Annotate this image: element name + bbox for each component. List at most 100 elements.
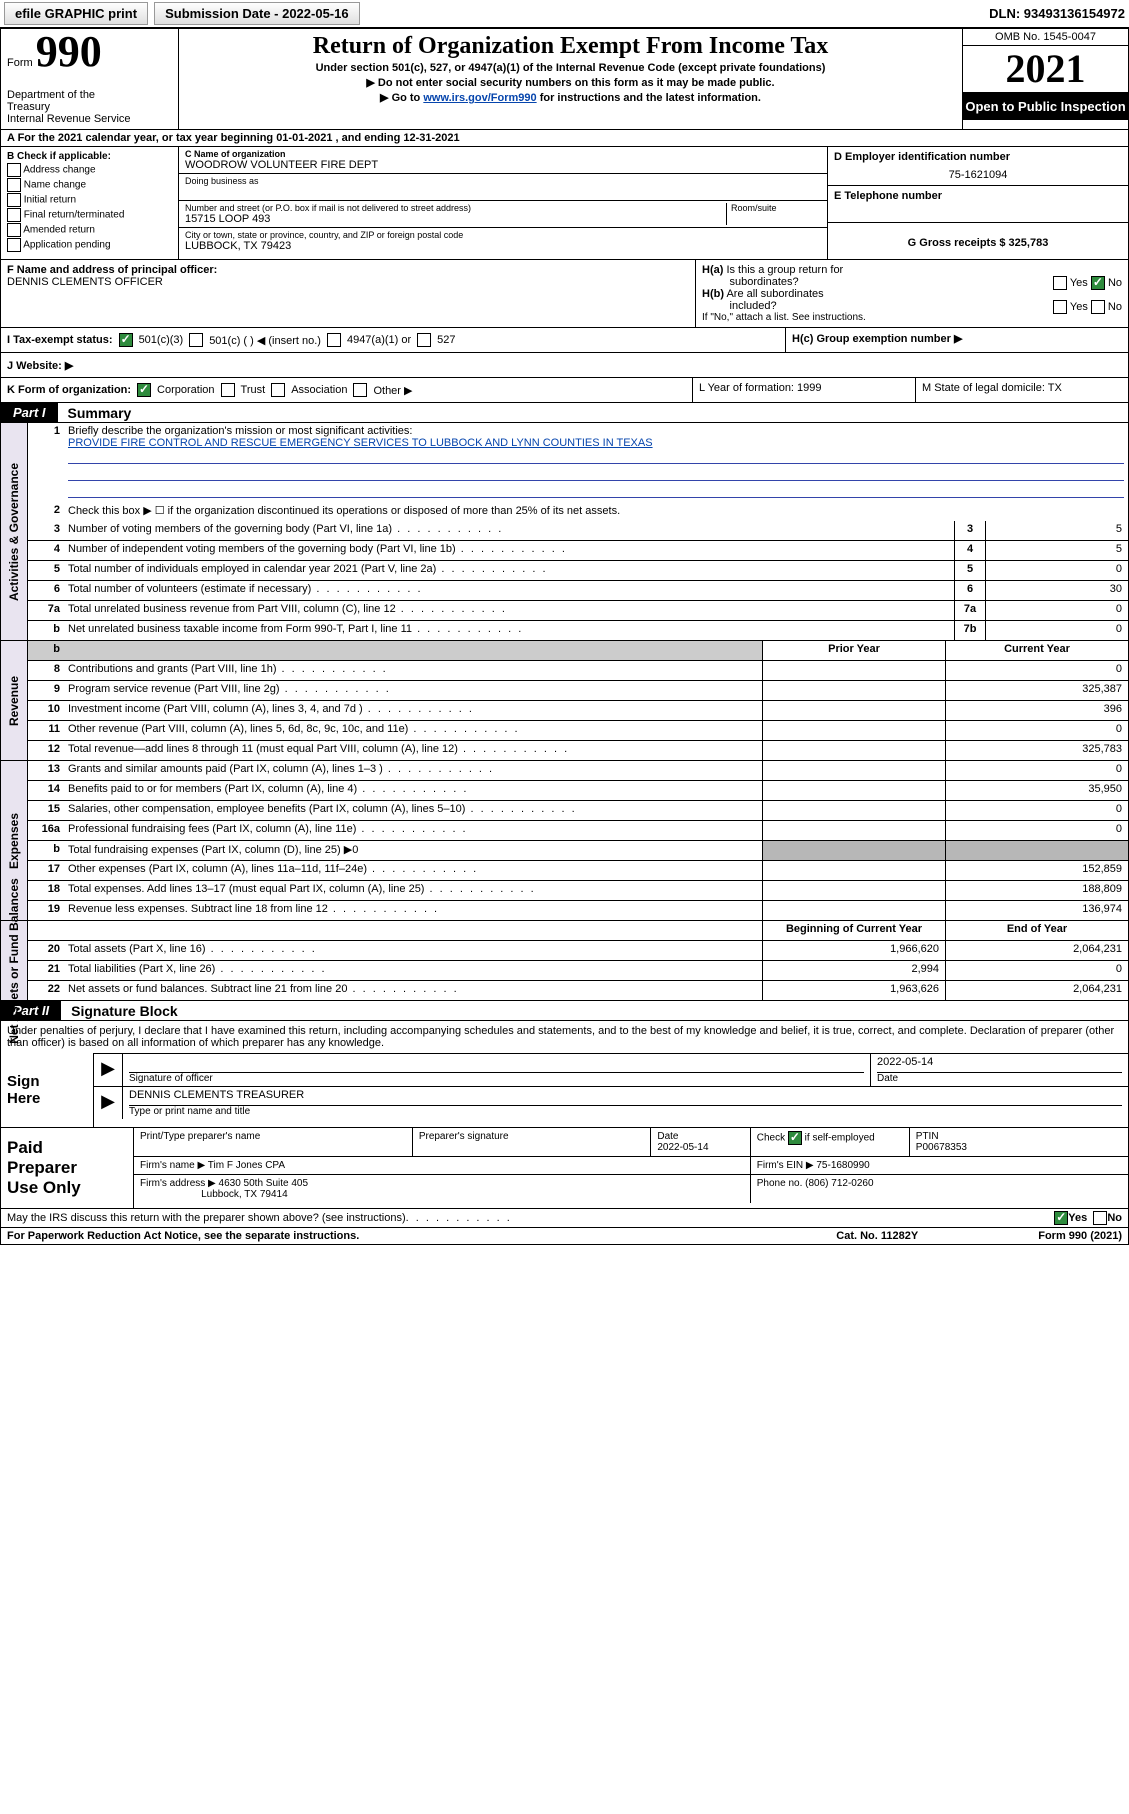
summary-line: 21Total liabilities (Part X, line 26)2,9… <box>28 961 1128 981</box>
check-pending[interactable] <box>7 238 21 252</box>
may-no-check[interactable] <box>1093 1211 1107 1225</box>
i-label: I Tax-exempt status: <box>7 334 113 346</box>
b-item-3: Final return/terminated <box>24 210 125 221</box>
k-opt-1: Trust <box>241 384 266 396</box>
may-discuss-row: May the IRS discuss this return with the… <box>0 1209 1129 1228</box>
ha-no[interactable] <box>1091 276 1105 290</box>
firm-addr-label: Firm's address ▶ <box>140 1178 216 1189</box>
f-label: F Name and address of principal officer: <box>7 264 689 276</box>
subtitle-3: ▶ Go to www.irs.gov/Form990 for instruct… <box>185 91 956 104</box>
check-address-change[interactable] <box>7 163 21 177</box>
k-corp-check[interactable] <box>137 383 151 397</box>
efile-print-button[interactable]: efile GRAPHIC print <box>4 2 148 25</box>
k-opt-2: Association <box>291 384 347 396</box>
summary-line: 19Revenue less expenses. Subtract line 1… <box>28 901 1128 920</box>
current-year-hdr: Current Year <box>945 641 1128 660</box>
firm-ein: 75-1680990 <box>816 1160 869 1171</box>
i-4947-check[interactable] <box>327 333 341 347</box>
tax-year-range: A For the 2021 calendar year, or tax yea… <box>0 130 1129 147</box>
check-amended[interactable] <box>7 223 21 237</box>
summary-line: 16aProfessional fundraising fees (Part I… <box>28 821 1128 841</box>
hb-no[interactable] <box>1091 300 1105 314</box>
exp-block: Expenses 13Grants and similar amounts pa… <box>0 761 1129 921</box>
subtitle-2: ▶ Do not enter social security numbers o… <box>185 76 956 89</box>
ha-yes[interactable] <box>1053 276 1067 290</box>
summary-line: 15Salaries, other compensation, employee… <box>28 801 1128 821</box>
arrow-icon: ▶ <box>94 1054 122 1086</box>
sign-date-label: Date <box>877 1073 1122 1084</box>
i-501c-check[interactable] <box>189 333 203 347</box>
dln-text: DLN: 93493136154972 <box>989 6 1125 21</box>
part-ii-title: Signature Block <box>61 1003 178 1019</box>
firm-label: Firm's name ▶ <box>140 1160 205 1171</box>
may-no-label: No <box>1107 1212 1122 1224</box>
b-item-4: Amended return <box>23 225 95 236</box>
summary-line: 3Number of voting members of the governi… <box>28 521 1128 541</box>
self-emp-check[interactable] <box>788 1131 802 1145</box>
summary-line: 22Net assets or fund balances. Subtract … <box>28 981 1128 1000</box>
part-ii-header: Part II Signature Block <box>0 1001 1129 1021</box>
b-item-0: Address change <box>23 165 95 176</box>
k-trust-check[interactable] <box>221 383 235 397</box>
m-state: M State of legal domicile: TX <box>915 378 1128 402</box>
mission-text[interactable]: PROVIDE FIRE CONTROL AND RESCUE EMERGENC… <box>68 437 653 449</box>
form-header-right: OMB No. 1545-0047 2021 Open to Public In… <box>963 29 1128 129</box>
line-2: Check this box ▶ ☐ if the organization d… <box>64 502 1128 521</box>
check-initial-return[interactable] <box>7 193 21 207</box>
begin-year-hdr: Beginning of Current Year <box>762 921 945 940</box>
sign-name-label: Type or print name and title <box>129 1106 1122 1117</box>
phone: (806) 712-0260 <box>805 1178 873 1189</box>
prior-year-hdr: Prior Year <box>762 641 945 660</box>
footer-mid: Cat. No. 11282Y <box>836 1230 918 1242</box>
nab-block: Net Assets or Fund Balances Beginning of… <box>0 921 1129 1001</box>
mission-label: Briefly describe the organization's miss… <box>68 425 412 437</box>
vtab-exp-label: Expenses <box>7 812 21 868</box>
check-name-change[interactable] <box>7 178 21 192</box>
dept-text: Department of theTreasuryInternal Revenu… <box>7 89 172 125</box>
ha-no-label: No <box>1108 277 1122 289</box>
section-d-e-g: D Employer identification number 75-1621… <box>827 147 1128 259</box>
hb-yes[interactable] <box>1053 300 1067 314</box>
summary-line: 14Benefits paid to or for members (Part … <box>28 781 1128 801</box>
form990-link[interactable]: www.irs.gov/Form990 <box>423 92 536 104</box>
i-opt-2: 4947(a)(1) or <box>347 334 411 346</box>
arrow-icon-2: ▶ <box>94 1087 122 1119</box>
e-label: E Telephone number <box>834 190 1122 202</box>
sub3-pre: ▶ Go to <box>380 92 423 104</box>
addr-label: Number and street (or P.O. box if mail i… <box>185 203 726 213</box>
p-h3: Date <box>657 1131 678 1142</box>
may-yes-check[interactable] <box>1054 1211 1068 1225</box>
omb-num: OMB No. 1545-0047 <box>963 29 1128 46</box>
i-501c3-check[interactable] <box>119 333 133 347</box>
summary-line: 11Other revenue (Part VIII, column (A), … <box>28 721 1128 741</box>
section-b: B Check if applicable: Address change Na… <box>1 147 179 259</box>
row-f-h: F Name and address of principal officer:… <box>0 260 1129 328</box>
sign-block: SignHere ▶ Signature of officer 2022-05-… <box>0 1053 1129 1128</box>
i-opt-3: 527 <box>437 334 455 346</box>
check-final-return[interactable] <box>7 208 21 222</box>
city-value: LUBBOCK, TX 79423 <box>185 240 821 252</box>
k-assoc-check[interactable] <box>271 383 285 397</box>
d-label: D Employer identification number <box>834 151 1122 163</box>
officer-name: DENNIS CLEMENTS OFFICER <box>7 276 689 288</box>
firm-addr2: Lubbock, TX 79414 <box>201 1189 288 1200</box>
footer-left: For Paperwork Reduction Act Notice, see … <box>7 1230 359 1242</box>
identity-section: B Check if applicable: Address change Na… <box>0 147 1129 260</box>
part-i-header: Part I Summary <box>0 403 1129 423</box>
k-other-check[interactable] <box>353 383 367 397</box>
firm-name: Tim F Jones CPA <box>208 1160 285 1171</box>
i-527-check[interactable] <box>417 333 431 347</box>
i-opt-0: 501(c)(3) <box>139 334 184 346</box>
part-i-title: Summary <box>58 405 132 421</box>
ein-value: 75-1621094 <box>834 169 1122 181</box>
summary-line: 10Investment income (Part VIII, column (… <box>28 701 1128 721</box>
p-h1: Print/Type preparer's name <box>134 1128 412 1157</box>
sign-date: 2022-05-14 <box>877 1056 1122 1073</box>
city-label: City or town, state or province, country… <box>185 230 821 240</box>
vtab-nab-label: Net Assets or Fund Balances <box>7 878 21 1044</box>
vtab-nab: Net Assets or Fund Balances <box>1 921 28 1000</box>
vtab-rev: Revenue <box>1 641 28 760</box>
sub3-post: for instructions and the latest informat… <box>540 92 761 104</box>
c-label: C Name of organization <box>185 149 821 159</box>
summary-line: 20Total assets (Part X, line 16)1,966,62… <box>28 941 1128 961</box>
